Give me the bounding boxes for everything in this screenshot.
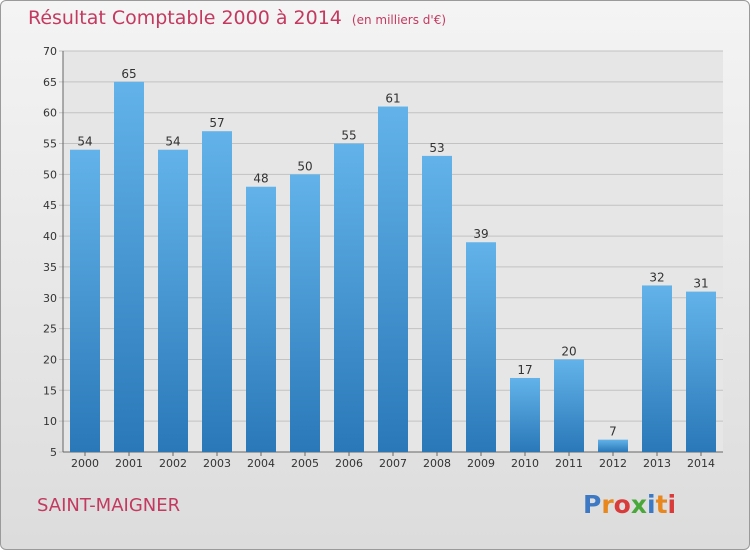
value-label: 55: [341, 129, 356, 143]
y-tick-label: 60: [43, 107, 57, 120]
bar-2011: [554, 359, 584, 452]
bar-2007: [378, 106, 408, 453]
x-tick-label: 2005: [291, 457, 319, 470]
y-tick-label: 40: [43, 230, 57, 243]
y-tick-label: 50: [43, 168, 57, 181]
y-tick-label: 55: [43, 138, 57, 151]
x-tick-label: 2007: [379, 457, 407, 470]
value-label: 54: [77, 135, 92, 149]
bar-2003: [202, 131, 232, 452]
y-tick-label: 15: [43, 384, 57, 397]
logo-letter: i: [667, 490, 677, 519]
x-tick-label: 2004: [247, 457, 275, 470]
x-tick-label: 2003: [203, 457, 231, 470]
bar-2010: [510, 377, 540, 452]
x-tick-label: 2009: [467, 457, 495, 470]
value-label: 17: [517, 363, 532, 377]
bar-2013: [642, 285, 672, 452]
x-tick-label: 2000: [71, 457, 99, 470]
x-tick-label: 2010: [511, 457, 539, 470]
value-label: 32: [649, 270, 664, 284]
value-label: 57: [209, 116, 224, 130]
value-label: 50: [297, 159, 312, 173]
town-name: SAINT-MAIGNER: [37, 495, 181, 516]
bar-2000: [70, 149, 100, 452]
x-tick-label: 2014: [687, 457, 715, 470]
y-tick-label: 5: [50, 446, 57, 459]
y-tick-label: 45: [43, 199, 57, 212]
bar-2014: [686, 291, 716, 452]
value-label: 61: [385, 92, 400, 106]
x-tick-label: 2008: [423, 457, 451, 470]
value-label: 53: [429, 141, 444, 155]
value-label: 31: [693, 277, 708, 291]
chart-title-text: Résultat Comptable 2000 à 2014: [28, 7, 342, 29]
bar-2005: [290, 174, 320, 452]
logo-letter: x: [630, 490, 647, 519]
x-tick-label: 2002: [159, 457, 187, 470]
value-label: 7: [609, 425, 617, 439]
logo-letter: P: [583, 490, 602, 519]
proxiti-logo: Proxiti: [583, 490, 676, 519]
value-label: 65: [121, 67, 136, 81]
y-tick-label: 65: [43, 76, 57, 89]
bar-2002: [158, 149, 188, 452]
x-tick-label: 2013: [643, 457, 671, 470]
chart-unit: (en milliers d'€): [351, 13, 447, 27]
x-tick-label: 2011: [555, 457, 583, 470]
y-tick-label: 70: [43, 45, 57, 58]
bar-2008: [422, 155, 452, 452]
x-tick-label: 2001: [115, 457, 143, 470]
chart-title: Résultat Comptable 2000 à 2014 (en millie…: [28, 7, 446, 29]
value-label: 54: [165, 135, 180, 149]
value-label: 39: [473, 227, 488, 241]
bar-2012: [598, 439, 628, 452]
x-tick-label: 2006: [335, 457, 363, 470]
bar-2004: [246, 186, 276, 452]
y-tick-label: 35: [43, 261, 57, 274]
y-tick-label: 20: [43, 353, 57, 366]
y-tick-label: 25: [43, 323, 57, 336]
y-tick-label: 30: [43, 292, 57, 305]
bar-2006: [334, 143, 364, 453]
logo-letter: i: [647, 490, 656, 519]
bar-2009: [466, 242, 496, 452]
y-tick-label: 10: [43, 415, 57, 428]
x-tick-label: 2012: [599, 457, 627, 470]
value-label: 20: [561, 344, 576, 358]
logo-letter: t: [655, 490, 668, 519]
value-label: 48: [253, 172, 268, 186]
logo-letter: r: [601, 490, 614, 519]
bar-2001: [114, 81, 144, 452]
logo-letter: o: [613, 490, 631, 519]
